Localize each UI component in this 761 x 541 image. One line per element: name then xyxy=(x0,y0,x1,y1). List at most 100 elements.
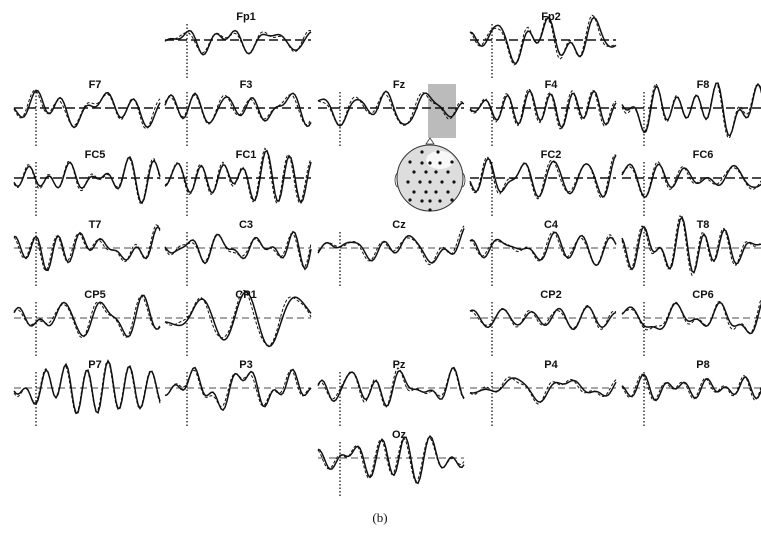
waveform-dashed xyxy=(469,14,617,66)
waveform-solid xyxy=(13,225,161,272)
caption: (b) xyxy=(372,510,387,525)
waveform-dashed xyxy=(165,29,312,55)
waveform-dashed xyxy=(317,436,465,483)
channel-panel: P7 xyxy=(13,359,161,428)
channel-panel: Cz xyxy=(317,219,465,288)
waveform-dashed xyxy=(164,232,312,268)
waveform-solid xyxy=(13,89,161,129)
waveform-dashed xyxy=(469,304,617,330)
waveform-dashed xyxy=(13,295,161,339)
waveform-dashed xyxy=(164,94,312,126)
channel-label: C3 xyxy=(239,219,253,231)
channel-panel: C3 xyxy=(164,219,312,288)
electrode xyxy=(412,190,416,194)
channel-panel: F8 xyxy=(621,79,761,148)
channel-panel: FC2 xyxy=(469,149,617,218)
electrode xyxy=(438,199,442,203)
waveform-dashed xyxy=(13,360,161,416)
channel-panel: P3 xyxy=(164,359,312,428)
electrode xyxy=(440,180,444,184)
channel-panel: FC6 xyxy=(621,149,761,218)
waveform-solid xyxy=(469,377,617,403)
electrode xyxy=(418,180,422,184)
channel-panel: P8 xyxy=(621,359,761,428)
waveform-dashed xyxy=(621,373,761,402)
waveform-solid xyxy=(164,230,312,271)
channel-label: C4 xyxy=(544,219,559,231)
waveform-solid xyxy=(621,301,761,335)
channel-panel: T8 xyxy=(621,214,761,288)
channel-label: CP6 xyxy=(692,289,713,301)
channel-label: Pz xyxy=(393,359,406,371)
waveform-dashed xyxy=(164,369,312,408)
electrode xyxy=(424,170,428,174)
waveform-dashed xyxy=(317,367,465,409)
electrode xyxy=(450,160,454,164)
channel-label: Fp1 xyxy=(236,11,256,23)
waveform-solid xyxy=(164,291,312,348)
waveform-dashed xyxy=(317,92,465,127)
waveform-solid xyxy=(317,228,465,264)
electrode xyxy=(424,190,428,194)
waveform-dashed xyxy=(13,89,161,130)
electrode xyxy=(420,161,424,165)
electrode xyxy=(450,198,454,202)
channel-label: F8 xyxy=(697,79,710,91)
channel-label: FC1 xyxy=(236,149,257,161)
channel-panel: CP2 xyxy=(469,289,617,358)
waveform-dashed xyxy=(13,157,161,204)
channel-label: Fz xyxy=(393,79,406,91)
channel-panel: Oz xyxy=(317,429,465,498)
channel-panel: CP6 xyxy=(621,289,761,358)
channel-label: Oz xyxy=(392,429,407,441)
channel-panel: F3 xyxy=(164,79,312,148)
electrode xyxy=(428,208,432,212)
electrode xyxy=(406,180,410,184)
waveform-dashed xyxy=(469,88,617,130)
waveform-solid xyxy=(469,16,617,65)
waveform-solid xyxy=(469,154,617,198)
channel-panel: P4 xyxy=(469,359,617,428)
electrode xyxy=(446,190,450,194)
waveform-solid xyxy=(621,215,761,274)
electrode xyxy=(428,199,432,203)
electrode xyxy=(438,161,442,165)
channel-label: F7 xyxy=(89,79,102,91)
channel-panel: FC1 xyxy=(164,147,312,218)
waveform-solid xyxy=(13,294,161,338)
waveform-dashed xyxy=(621,297,761,334)
channel-panel: CP1 xyxy=(164,289,312,358)
waveform-dashed xyxy=(164,147,312,205)
waveform-dashed xyxy=(164,290,312,346)
channel-panel: Pz xyxy=(317,359,465,428)
channel-panel: T7 xyxy=(13,219,161,288)
channel-label: P8 xyxy=(696,359,709,371)
waveform-solid xyxy=(13,156,161,205)
channel-label: F4 xyxy=(545,79,559,91)
channel-label: FC6 xyxy=(693,149,714,161)
waveform-dashed xyxy=(621,160,761,199)
channel-label: FC2 xyxy=(541,149,562,161)
channel-label: P3 xyxy=(239,359,252,371)
waveform-solid xyxy=(621,82,761,137)
electrode xyxy=(434,190,438,194)
channel-panel: FC5 xyxy=(13,149,161,218)
waveform-dashed xyxy=(13,224,161,272)
electrode xyxy=(408,160,412,164)
waveform-dashed xyxy=(469,154,617,200)
channel-label: P4 xyxy=(544,359,558,371)
channel-panel: F4 xyxy=(469,79,617,148)
channel-label: P7 xyxy=(88,359,101,371)
channel-label: F3 xyxy=(240,79,253,91)
electrode xyxy=(428,180,432,184)
channel-panel: Fp2 xyxy=(469,11,617,80)
highlight-box xyxy=(428,84,456,138)
electrode xyxy=(434,170,438,174)
electrode xyxy=(446,170,450,174)
channel-label: CP5 xyxy=(84,289,105,301)
electrode xyxy=(436,150,440,154)
waveform-solid xyxy=(164,149,312,205)
waveform-solid xyxy=(621,163,761,198)
electrode xyxy=(420,199,424,203)
